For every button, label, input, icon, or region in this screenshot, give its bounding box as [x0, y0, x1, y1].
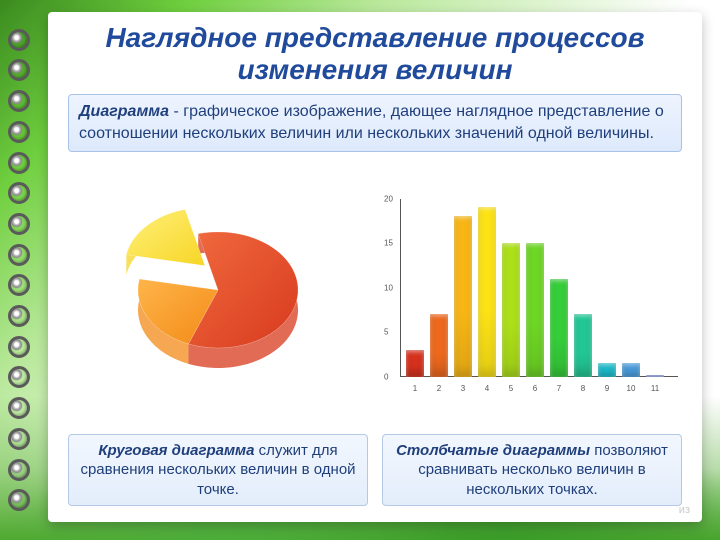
spiral-ring: [8, 397, 30, 419]
pie-chart: [68, 160, 368, 430]
bar: [646, 375, 664, 377]
spiral-ring: [8, 244, 30, 266]
bar: [430, 314, 448, 376]
spiral-ring: [8, 459, 30, 481]
spiral-ring: [8, 428, 30, 450]
bar-caption-term: Столбчатые диаграммы: [396, 442, 590, 459]
bar-xtick: 4: [485, 384, 489, 393]
bar: [622, 363, 640, 376]
pie-caption-box: Круговая диаграмма служит для сравнения …: [68, 434, 368, 507]
spiral-ring: [8, 213, 30, 235]
spiral-ring: [8, 29, 30, 51]
bar-xtick: 1: [413, 384, 417, 393]
page-card: Наглядное представление процессов измене…: [48, 12, 702, 522]
bar-xtick: 6: [533, 384, 537, 393]
spiral-ring: [8, 274, 30, 296]
bar-ytick: 10: [384, 283, 393, 292]
bar: [526, 243, 544, 377]
definition-box: Диаграмма - графическое изображение, даю…: [68, 94, 682, 151]
spiral-ring: [8, 182, 30, 204]
spiral-ring: [8, 489, 30, 511]
bar: [478, 207, 496, 376]
bar-xtick: 10: [627, 384, 636, 393]
definition-term: Диаграмма: [79, 103, 169, 120]
bar: [502, 243, 520, 377]
bar: [406, 350, 424, 377]
bar-xtick: 5: [509, 384, 513, 393]
page-title: Наглядное представление процессов измене…: [68, 22, 682, 86]
spiral-ring: [8, 152, 30, 174]
bar-caption-box: Столбчатые диаграммы позволяют сравниват…: [382, 434, 682, 507]
bar-xtick: 2: [437, 384, 441, 393]
bar: [454, 216, 472, 376]
page-number: из: [679, 504, 690, 516]
bar-chart: 0 5 10 15 20 1 2 3 4 5 6 7 8 9 10 11: [382, 160, 682, 430]
bar-xtick: 7: [557, 384, 561, 393]
bar-xtick: 9: [605, 384, 609, 393]
spiral-binding: [8, 0, 38, 540]
spiral-ring: [8, 90, 30, 112]
bar-ytick: 20: [384, 194, 393, 203]
bar-ytick: 0: [384, 372, 388, 381]
bar-xtick: 11: [651, 384, 659, 393]
spiral-ring: [8, 121, 30, 143]
spiral-ring: [8, 366, 30, 388]
bar-ytick: 5: [384, 328, 388, 337]
spiral-ring: [8, 59, 30, 81]
spiral-ring: [8, 305, 30, 327]
bar-column: 0 5 10 15 20 1 2 3 4 5 6 7 8 9 10 11 Столбчатые диаграм…: [382, 160, 682, 506]
bar: [598, 363, 616, 376]
bar-ytick: 15: [384, 239, 393, 248]
bar-xtick: 8: [581, 384, 585, 393]
pie-column: Круговая диаграмма служит для сравнения …: [68, 160, 368, 506]
bar: [574, 314, 592, 376]
spiral-ring: [8, 336, 30, 358]
bar: [550, 279, 568, 377]
bar-xtick: 3: [461, 384, 465, 393]
pie-caption-term: Круговая диаграмма: [98, 442, 254, 459]
charts-row: Круговая диаграмма служит для сравнения …: [68, 160, 682, 506]
